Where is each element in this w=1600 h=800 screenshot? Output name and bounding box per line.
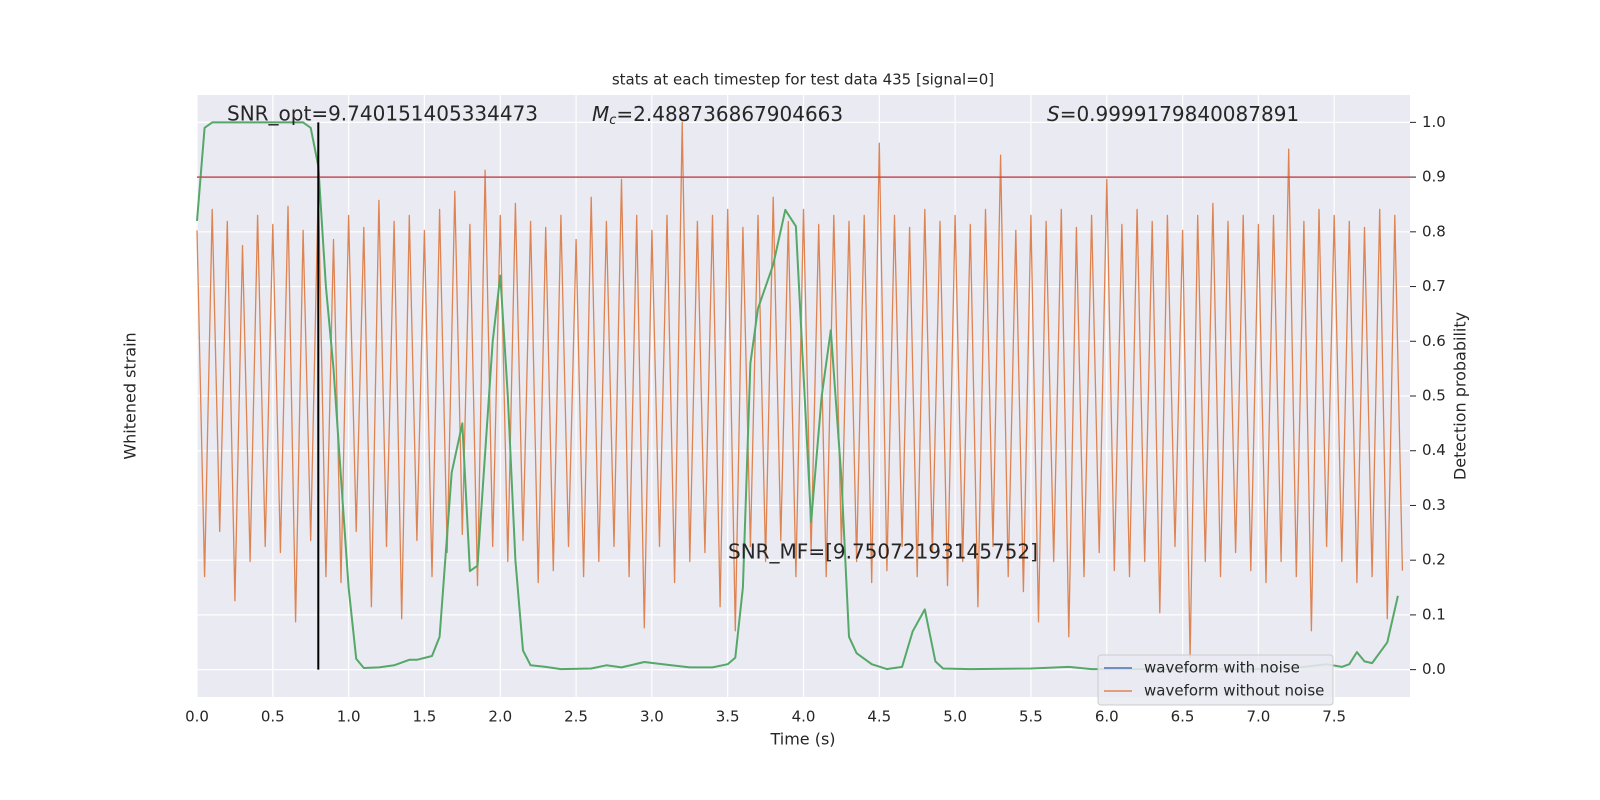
y2-tick-label: 1.0 bbox=[1422, 113, 1446, 131]
y2-tick-label: 0.0 bbox=[1422, 660, 1446, 678]
y2-tick-label: 0.9 bbox=[1422, 168, 1446, 186]
y2-tick-label: 0.6 bbox=[1422, 332, 1446, 350]
legend: waveform with noise waveform without nois… bbox=[1097, 654, 1334, 706]
legend-label: waveform without noise bbox=[1144, 682, 1324, 700]
annotation: S=0.9999179840087891 bbox=[1047, 102, 1299, 126]
legend-box bbox=[1097, 654, 1334, 706]
annotation-symbol: S bbox=[1047, 102, 1060, 126]
y2-tick-label: 0.5 bbox=[1422, 387, 1446, 405]
legend-label: waveform with noise bbox=[1144, 659, 1300, 677]
series-line bbox=[196, 121, 1399, 671]
y2-tick-label: 0.3 bbox=[1422, 496, 1446, 514]
chart-title: stats at each timestep for test data 435… bbox=[612, 71, 994, 89]
y2-tick-label: 0.1 bbox=[1422, 605, 1446, 623]
x-tick-label: 0.0 bbox=[185, 708, 209, 726]
x-tick-label: 0.5 bbox=[261, 708, 285, 726]
annotation: SNR_MF=[9.75072193145752] bbox=[728, 540, 1038, 564]
annotation-text: =2.488736867904663 bbox=[616, 102, 843, 126]
x-tick-label: 6.0 bbox=[1095, 708, 1119, 726]
x-tick-label: 2.0 bbox=[488, 708, 512, 726]
y2-tick-label: 0.2 bbox=[1422, 551, 1446, 569]
annotation: SNR_opt=9.740151405334473 bbox=[227, 102, 538, 126]
x-tick-label: 5.0 bbox=[943, 708, 967, 726]
x-tick-label: 3.5 bbox=[716, 708, 740, 726]
x-tick-label: 4.5 bbox=[867, 708, 891, 726]
x-tick-label: 6.5 bbox=[1171, 708, 1195, 726]
x-tick-label: 3.0 bbox=[640, 708, 664, 726]
x-tick-label: 7.5 bbox=[1322, 708, 1346, 726]
x-tick-label: 7.0 bbox=[1246, 708, 1270, 726]
y-axis-label: Whitened strain bbox=[121, 332, 140, 459]
annotation-text: =0.9999179840087891 bbox=[1060, 102, 1299, 126]
x-tick-label: 2.5 bbox=[564, 708, 588, 726]
x-tick-label: 4.0 bbox=[792, 708, 816, 726]
x-axis-label: Time (s) bbox=[769, 730, 835, 749]
x-tick-label: 1.0 bbox=[337, 708, 361, 726]
y2-tick-label: 0.8 bbox=[1422, 222, 1446, 240]
x-tick-label: 5.5 bbox=[1019, 708, 1043, 726]
annotation: Mc=2.488736867904663 bbox=[592, 102, 843, 128]
series-line bbox=[196, 121, 1404, 659]
x-tick-label: 1.5 bbox=[413, 708, 437, 726]
y2-axis-label: Detection probability bbox=[1451, 312, 1470, 480]
y2-tick-label: 0.4 bbox=[1422, 441, 1446, 459]
annotation-symbol: M bbox=[592, 102, 609, 126]
annotation-subscript: c bbox=[609, 113, 616, 128]
y2-tick-label: 0.7 bbox=[1422, 277, 1446, 295]
